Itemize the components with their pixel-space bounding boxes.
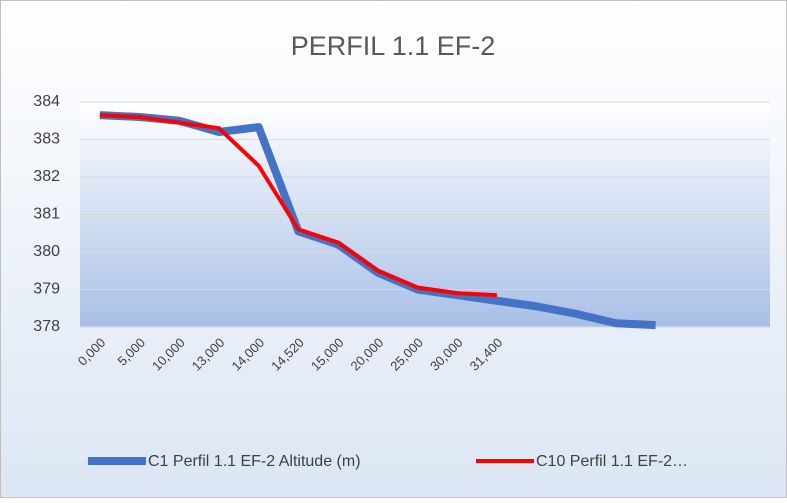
legend-label: C10 Perfil 1.1 EF-2…	[536, 453, 688, 470]
y-tick-label: 380	[33, 243, 60, 260]
series-line	[99, 113, 497, 298]
legend-label: C1 Perfil 1.1 EF-2 Altitude (m)	[148, 453, 361, 470]
y-tick-label: 381	[33, 206, 60, 223]
y-tick-label: 383	[33, 131, 60, 148]
chart-title: PERFIL 1.1 EF-2	[291, 31, 496, 61]
y-tick-label: 378	[33, 318, 60, 335]
y-tick-label: 382	[33, 168, 60, 185]
y-tick-label: 379	[33, 281, 60, 298]
y-tick-label: 384	[33, 93, 60, 110]
